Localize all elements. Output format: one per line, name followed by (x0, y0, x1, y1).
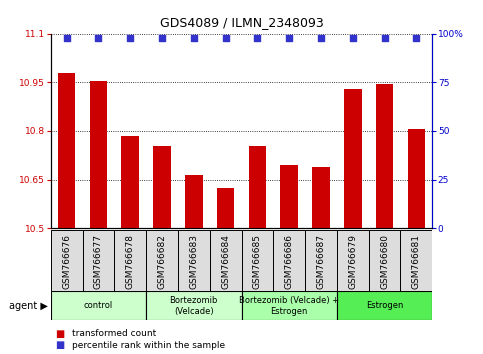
Bar (146, 230, 178, 292)
Text: GSM766684: GSM766684 (221, 234, 230, 289)
Bar (58, 73, 75, 228)
Bar (312, 167, 330, 228)
Text: agent ▶: agent ▶ (10, 301, 48, 311)
Bar (305, 230, 337, 292)
Text: GSM766682: GSM766682 (157, 234, 167, 289)
Point (95, 36, 102, 41)
Bar (408, 129, 425, 228)
Text: GSM766676: GSM766676 (62, 234, 71, 289)
Point (190, 36, 198, 41)
Bar (90, 81, 107, 228)
Bar (249, 145, 266, 228)
Point (158, 36, 166, 41)
Text: control: control (84, 301, 113, 310)
Point (127, 36, 134, 41)
Bar (281, 165, 298, 228)
Bar (344, 89, 362, 228)
Point (63, 36, 71, 41)
Point (222, 36, 229, 41)
Text: GSM766677: GSM766677 (94, 234, 103, 289)
Text: ■: ■ (56, 340, 65, 350)
Bar (210, 230, 242, 292)
Text: GSM766687: GSM766687 (316, 234, 326, 289)
Bar (273, 230, 305, 292)
Text: ■: ■ (56, 329, 65, 339)
Bar (185, 175, 202, 228)
Text: GSM766681: GSM766681 (412, 234, 421, 289)
Bar (51, 230, 83, 292)
Text: GSM766680: GSM766680 (380, 234, 389, 289)
Bar (153, 145, 171, 228)
Bar (369, 230, 400, 292)
Point (412, 36, 420, 41)
Bar (400, 230, 432, 292)
Text: Bortezomib
(Velcade): Bortezomib (Velcade) (170, 296, 218, 315)
Text: transformed count: transformed count (72, 329, 156, 338)
Bar (242, 230, 273, 292)
Bar (337, 230, 369, 292)
Bar (376, 84, 393, 228)
Bar (51, 291, 146, 320)
Bar (178, 230, 210, 292)
Bar (114, 230, 146, 292)
Text: GSM766678: GSM766678 (126, 234, 135, 289)
Text: GSM766685: GSM766685 (253, 234, 262, 289)
Bar (242, 291, 337, 320)
Point (285, 36, 293, 41)
Text: GDS4089 / ILMN_2348093: GDS4089 / ILMN_2348093 (159, 16, 324, 29)
Bar (217, 188, 234, 228)
Text: GSM766686: GSM766686 (284, 234, 294, 289)
Point (381, 36, 388, 41)
Bar (83, 230, 114, 292)
Text: Bortezomib (Velcade) +
Estrogen: Bortezomib (Velcade) + Estrogen (239, 296, 339, 315)
Text: GSM766679: GSM766679 (348, 234, 357, 289)
Point (317, 36, 325, 41)
Text: Estrogen: Estrogen (366, 301, 403, 310)
Point (349, 36, 356, 41)
Point (254, 36, 261, 41)
Bar (337, 291, 432, 320)
Bar (121, 136, 139, 228)
Text: percentile rank within the sample: percentile rank within the sample (72, 341, 226, 350)
Text: GSM766683: GSM766683 (189, 234, 199, 289)
Bar (146, 291, 242, 320)
